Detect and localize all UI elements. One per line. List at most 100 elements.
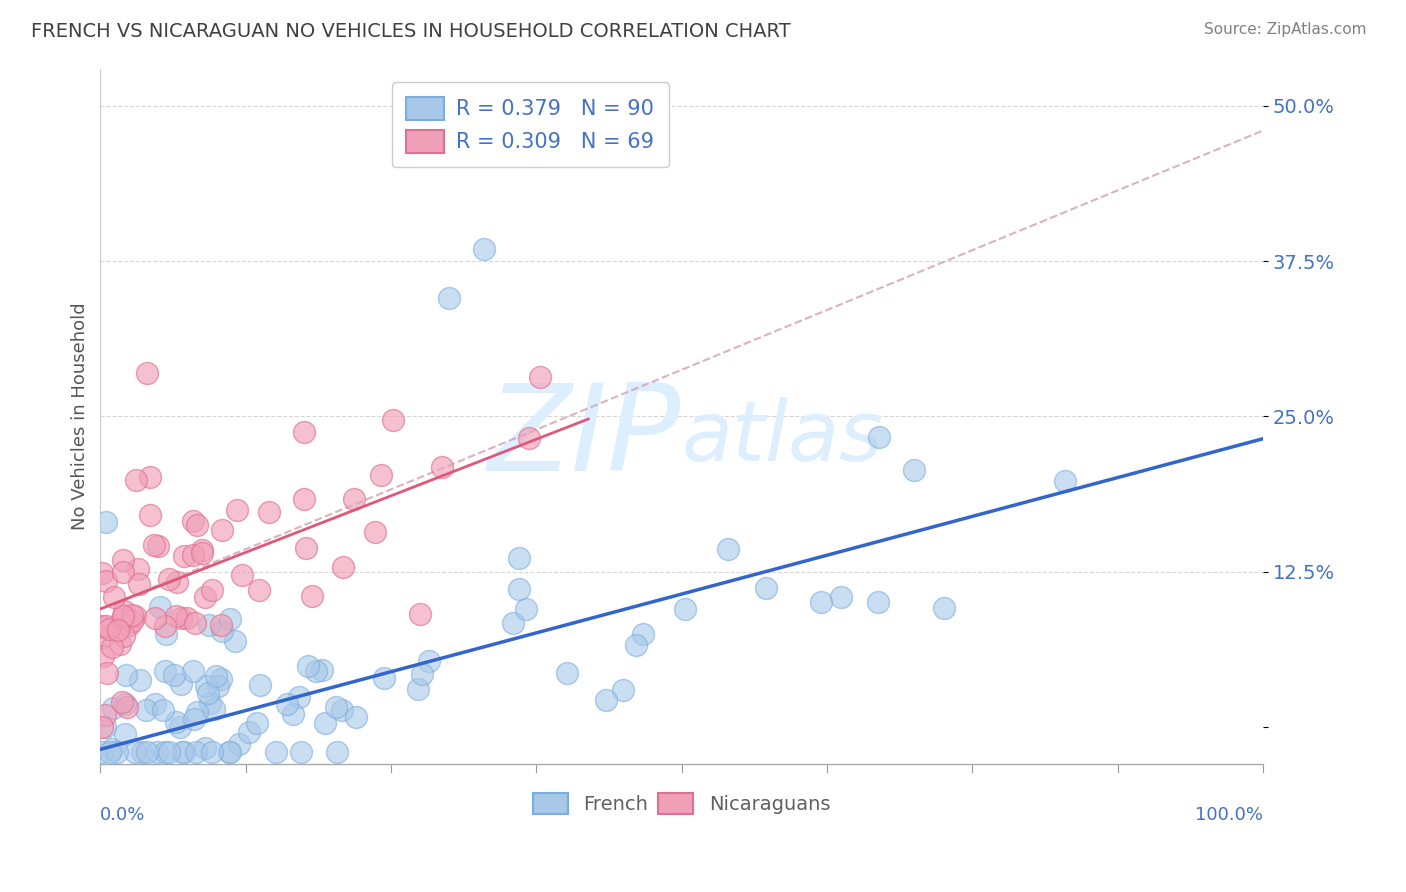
- Point: [631, 627, 654, 641]
- Point: [755, 582, 778, 596]
- Point: [96, 515, 118, 529]
- Point: [257, 505, 280, 519]
- Text: 0.0%: 0.0%: [100, 806, 146, 824]
- Point: [218, 612, 240, 626]
- Point: [201, 582, 224, 597]
- Point: [276, 697, 298, 711]
- Point: [301, 589, 323, 603]
- Point: [502, 616, 524, 631]
- Point: [152, 703, 174, 717]
- Point: [90, 720, 112, 734]
- Point: [97, 622, 120, 636]
- Point: [103, 701, 125, 715]
- Point: [325, 699, 347, 714]
- Point: [101, 742, 124, 756]
- Point: [183, 713, 205, 727]
- Point: [190, 546, 212, 560]
- Point: [125, 473, 148, 487]
- Point: [373, 671, 395, 685]
- Point: [219, 745, 242, 759]
- Point: [186, 705, 208, 719]
- Point: [190, 543, 212, 558]
- Point: [91, 630, 114, 644]
- Point: [201, 745, 224, 759]
- Point: [292, 492, 315, 507]
- Point: [94, 619, 117, 633]
- Point: [165, 714, 187, 729]
- Text: Source: ZipAtlas.com: Source: ZipAtlas.com: [1204, 22, 1367, 37]
- Point: [515, 602, 537, 616]
- Point: [163, 668, 186, 682]
- Point: [246, 715, 269, 730]
- Point: [200, 696, 222, 710]
- Point: [517, 431, 540, 445]
- Point: [98, 745, 121, 759]
- Point: [247, 582, 270, 597]
- Point: [157, 572, 180, 586]
- Point: [238, 724, 260, 739]
- Point: [184, 745, 207, 759]
- Point: [153, 618, 176, 632]
- Text: 100.0%: 100.0%: [1195, 806, 1263, 824]
- Point: [406, 681, 429, 696]
- Point: [717, 541, 740, 556]
- Point: [155, 627, 177, 641]
- Point: [343, 491, 366, 506]
- Point: [197, 617, 219, 632]
- Point: [170, 677, 193, 691]
- Point: [411, 667, 433, 681]
- Point: [138, 470, 160, 484]
- Point: [344, 710, 367, 724]
- Point: [332, 703, 354, 717]
- Point: [112, 552, 135, 566]
- Point: [114, 697, 136, 711]
- Y-axis label: No Vehicles in Household: No Vehicles in Household: [72, 302, 89, 530]
- Point: [139, 508, 162, 523]
- Point: [810, 595, 832, 609]
- Point: [112, 630, 135, 644]
- Point: [218, 745, 240, 759]
- Point: [105, 745, 128, 759]
- Point: [202, 702, 225, 716]
- Point: [311, 663, 333, 677]
- Point: [472, 242, 495, 256]
- Text: atlas: atlas: [682, 397, 883, 478]
- Point: [287, 690, 309, 704]
- Point: [143, 611, 166, 625]
- Legend: French, Nicaraguans: French, Nicaraguans: [523, 783, 839, 824]
- Point: [183, 616, 205, 631]
- Point: [136, 745, 159, 759]
- Point: [194, 679, 217, 693]
- Point: [231, 568, 253, 582]
- Point: [96, 665, 118, 680]
- Point: [437, 291, 460, 305]
- Point: [165, 609, 187, 624]
- Point: [170, 611, 193, 625]
- Point: [124, 745, 146, 759]
- Point: [595, 693, 617, 707]
- Point: [624, 638, 647, 652]
- Point: [91, 648, 114, 663]
- Point: [114, 604, 136, 618]
- Point: [529, 369, 551, 384]
- Point: [508, 550, 530, 565]
- Point: [418, 654, 440, 668]
- Point: [205, 669, 228, 683]
- Point: [612, 683, 634, 698]
- Point: [124, 609, 146, 624]
- Point: [283, 706, 305, 721]
- Point: [409, 607, 432, 622]
- Point: [325, 745, 347, 759]
- Point: [107, 623, 129, 637]
- Point: [430, 460, 453, 475]
- Point: [90, 566, 112, 580]
- Point: [211, 523, 233, 537]
- Point: [145, 745, 167, 759]
- Point: [94, 720, 117, 734]
- Point: [305, 664, 328, 678]
- Point: [1054, 474, 1077, 488]
- Point: [332, 559, 354, 574]
- Point: [294, 541, 316, 555]
- Point: [555, 665, 578, 680]
- Point: [115, 668, 138, 682]
